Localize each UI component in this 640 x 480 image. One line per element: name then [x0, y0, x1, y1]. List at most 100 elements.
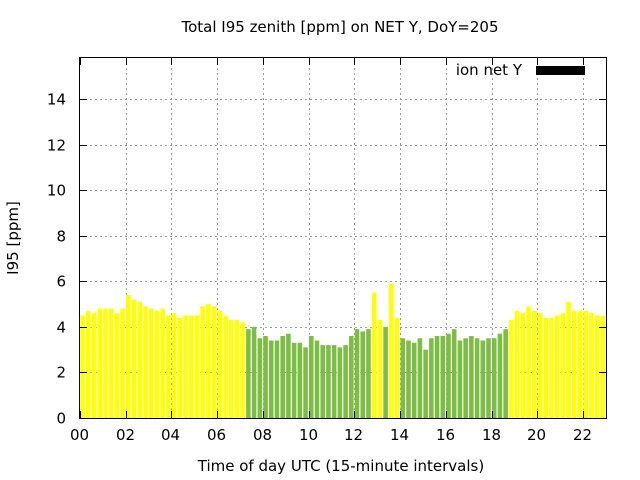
- bar: [331, 345, 337, 418]
- x-tick-label: 08: [253, 426, 272, 444]
- bar: [183, 315, 188, 418]
- bar: [103, 308, 108, 418]
- bar: [583, 310, 589, 418]
- y-tick-label: 2: [56, 364, 66, 382]
- bar: [223, 315, 228, 418]
- legend: ion net Y: [456, 61, 585, 79]
- x-tick-label: 16: [436, 426, 455, 444]
- x-tick-label: 04: [161, 426, 180, 444]
- x-tick-label: 02: [116, 426, 135, 444]
- x-axis-label: Time of day UTC (15-minute intervals): [197, 457, 484, 475]
- bar: [560, 313, 566, 418]
- bar: [400, 338, 406, 418]
- bar: [108, 308, 114, 418]
- x-tick-label: 20: [527, 426, 546, 444]
- bar: [286, 333, 291, 418]
- bar: [200, 306, 205, 418]
- bar: [120, 308, 125, 418]
- y-tick-label: 0: [56, 410, 66, 428]
- bar: [280, 335, 285, 418]
- bar: [228, 320, 234, 418]
- bar: [160, 308, 165, 418]
- y-tick-label: 10: [47, 182, 66, 200]
- bar: [549, 317, 554, 418]
- bar: [451, 329, 457, 418]
- y-tick-label: 14: [47, 91, 66, 109]
- bars: [80, 283, 606, 418]
- bar: [91, 313, 97, 418]
- bar: [234, 320, 240, 418]
- bar: [571, 310, 577, 418]
- y-tick-label: 4: [56, 319, 66, 337]
- bar: [543, 317, 548, 418]
- bar: [377, 320, 383, 418]
- bar: [246, 329, 251, 418]
- legend-label: ion net Y: [456, 61, 523, 79]
- bar: [240, 322, 245, 418]
- bar: [171, 313, 177, 418]
- bar: [114, 313, 120, 418]
- bar: [354, 329, 360, 418]
- bar: [503, 329, 508, 418]
- bar: [566, 301, 571, 418]
- y-tick-label: 8: [56, 228, 66, 246]
- bar: [491, 338, 497, 418]
- bar: [297, 342, 303, 418]
- bar: [440, 335, 446, 418]
- bar: [343, 345, 348, 418]
- bar: [446, 333, 451, 418]
- bar: [434, 335, 440, 418]
- bar: [148, 308, 154, 418]
- bar: [509, 320, 514, 418]
- bar: [177, 317, 183, 418]
- x-tick-label: 12: [344, 426, 363, 444]
- bar: [371, 292, 377, 418]
- bar: [589, 313, 594, 418]
- bar: [97, 308, 103, 418]
- bar: [463, 338, 468, 418]
- bar: [206, 304, 211, 418]
- bar: [554, 315, 560, 418]
- bar: [166, 315, 171, 418]
- bar: [211, 306, 217, 418]
- x-ticks: 00 02 04 06 08 10 12 14 16 18 20 22: [70, 58, 592, 444]
- bar: [411, 342, 417, 418]
- bar: [126, 294, 131, 418]
- bar: [263, 335, 268, 418]
- bar: [423, 349, 428, 418]
- bar: [497, 333, 503, 418]
- bar: [303, 347, 308, 418]
- bar: [417, 338, 423, 418]
- bar: [514, 310, 520, 418]
- grid-lines: [80, 58, 606, 418]
- bar: [326, 345, 331, 418]
- bar: [188, 315, 194, 418]
- legend-swatch: [536, 66, 585, 75]
- bar: [274, 340, 280, 418]
- bar: [257, 338, 263, 418]
- bar: [360, 331, 366, 418]
- y-tick-label: 6: [56, 273, 66, 291]
- x-tick-label: 14: [390, 426, 409, 444]
- bar: [594, 315, 600, 418]
- bar: [531, 310, 537, 418]
- bar: [526, 306, 531, 418]
- y-axis-label: I95 [ppm]: [4, 201, 22, 275]
- bar: [291, 342, 297, 418]
- x-tick-label: 22: [573, 426, 592, 444]
- bar: [457, 340, 463, 418]
- bar: [86, 310, 91, 418]
- bar: [537, 313, 543, 418]
- bar: [429, 338, 434, 418]
- x-tick-label: 06: [207, 426, 226, 444]
- bar: [308, 335, 314, 418]
- x-tick-label: 10: [299, 426, 318, 444]
- bar: [394, 317, 400, 418]
- bar: [194, 315, 200, 418]
- bar: [320, 345, 326, 418]
- bar: [383, 326, 388, 418]
- bar: [337, 347, 343, 418]
- bar: [268, 340, 274, 418]
- bar: [366, 329, 371, 418]
